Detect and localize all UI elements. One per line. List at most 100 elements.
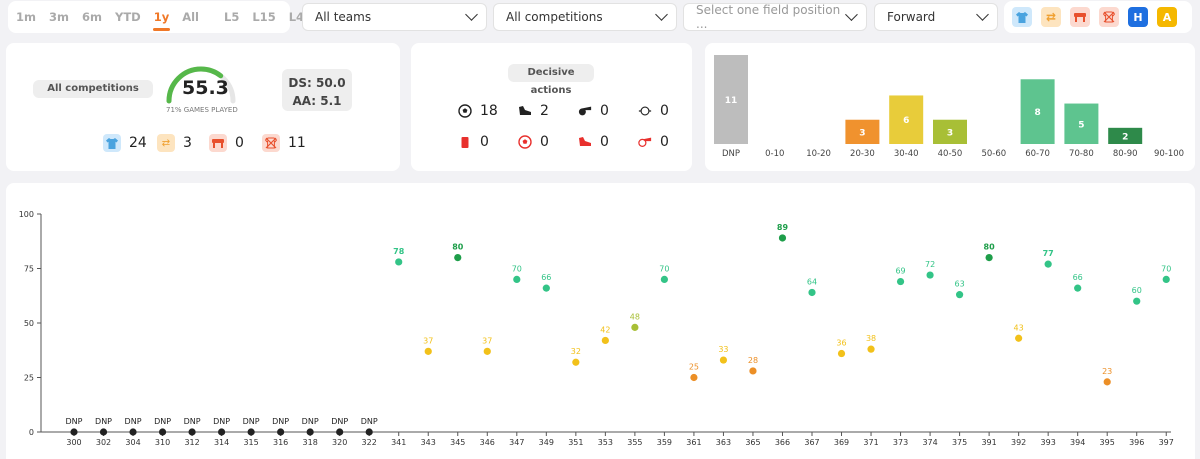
- x-tick-label: 322: [362, 438, 377, 447]
- field-position-placeholder: Select one field position ...: [696, 3, 841, 31]
- score-point-label: 37: [423, 336, 433, 345]
- x-tick-label: 345: [450, 438, 465, 447]
- score-point[interactable]: [690, 373, 698, 382]
- range-l5[interactable]: L5: [224, 10, 240, 24]
- shirt-icon[interactable]: [1012, 7, 1032, 27]
- score-point[interactable]: [572, 358, 580, 366]
- x-tick-label: 300: [66, 438, 81, 447]
- range-3m[interactable]: 3m: [49, 10, 69, 24]
- score-point[interactable]: [1103, 378, 1111, 386]
- dist-bar-70-80[interactable]: [1064, 103, 1099, 144]
- match-scores-card: 0 25 50 75 100 300 DNP 302 DNP 304 DNP 310 DNP 312 DNP…: [6, 183, 1195, 459]
- x-tick-label: 361: [686, 438, 701, 447]
- whistle-conceded-icon: [638, 135, 652, 149]
- score-point-label: 37: [482, 336, 492, 345]
- score-point[interactable]: [365, 428, 373, 436]
- chevron-down-icon: [465, 8, 478, 21]
- score-point[interactable]: [808, 288, 816, 297]
- score-point[interactable]: [660, 275, 669, 283]
- score-point[interactable]: [247, 428, 255, 436]
- bench-icon[interactable]: [1070, 7, 1090, 27]
- dist-category-label: 20-30: [850, 149, 875, 159]
- score-point[interactable]: [306, 428, 314, 436]
- score-point[interactable]: [99, 428, 108, 436]
- score-point[interactable]: [70, 428, 78, 436]
- score-point[interactable]: [129, 428, 137, 436]
- score-point-label: DNP: [361, 417, 378, 426]
- score-point-label: DNP: [331, 417, 348, 426]
- substitution-icon[interactable]: ⇄: [1041, 7, 1061, 27]
- x-tick-label: 318: [303, 438, 318, 447]
- dist-bar-60-70[interactable]: [1020, 79, 1055, 144]
- score-point[interactable]: [424, 347, 432, 355]
- score-point[interactable]: [454, 254, 462, 262]
- range-all[interactable]: All: [182, 10, 200, 24]
- not-played-icon[interactable]: [1099, 7, 1119, 27]
- dist-bar-80-90[interactable]: [1108, 127, 1143, 144]
- score-point[interactable]: [896, 277, 905, 286]
- range-1m[interactable]: 1m: [16, 10, 36, 24]
- dist-category-label: DNP: [722, 149, 740, 159]
- score-point[interactable]: [277, 428, 285, 436]
- decisive-actions-title: Decisive actions: [508, 64, 594, 96]
- score-point[interactable]: [1074, 284, 1082, 292]
- away-icon[interactable]: A: [1157, 7, 1177, 27]
- decisive-row-positive: 18 2 0 0: [458, 103, 669, 119]
- home-icon[interactable]: H: [1128, 7, 1148, 27]
- score-point[interactable]: [926, 271, 934, 279]
- score-point[interactable]: [542, 284, 550, 292]
- score-point-label: 32: [571, 347, 581, 356]
- score-point[interactable]: [188, 428, 196, 436]
- x-tick-label: 373: [893, 438, 908, 447]
- y-tick-label: 50: [24, 319, 34, 328]
- score-point[interactable]: [1015, 334, 1023, 342]
- range-ytd[interactable]: YTD: [115, 10, 141, 24]
- position-select[interactable]: Forward: [874, 3, 998, 31]
- dist-bar-30-40[interactable]: [889, 95, 924, 144]
- score-point[interactable]: [778, 234, 787, 242]
- not-played-icon: [262, 134, 280, 152]
- score-point-label: 80: [984, 243, 996, 252]
- range-l15[interactable]: L15: [252, 10, 276, 24]
- score-point[interactable]: [837, 349, 846, 358]
- score-point[interactable]: [395, 258, 403, 266]
- x-tick-label: 367: [804, 438, 819, 447]
- score-point[interactable]: [336, 428, 344, 436]
- x-tick-label: 341: [391, 438, 406, 447]
- score-point[interactable]: [483, 347, 491, 355]
- field-position-select[interactable]: Select one field position ...: [683, 3, 867, 31]
- dist-bar-DNP[interactable]: [714, 55, 748, 144]
- range-6m[interactable]: 6m: [82, 10, 102, 24]
- range-1y[interactable]: 1y: [152, 10, 170, 31]
- x-tick-label: 349: [539, 438, 554, 447]
- score-point[interactable]: [601, 336, 609, 345]
- teams-select[interactable]: All teams: [302, 3, 487, 31]
- score-point-label: DNP: [66, 417, 83, 426]
- score-point[interactable]: [1044, 260, 1052, 268]
- score-point[interactable]: [631, 323, 639, 331]
- x-tick-label: 391: [981, 438, 996, 447]
- x-tick-label: 310: [155, 438, 170, 447]
- score-point[interactable]: [985, 254, 993, 262]
- score-point-label: 63: [955, 280, 965, 289]
- score-point-label: 23: [1102, 367, 1112, 376]
- assists-value: 2: [540, 103, 549, 119]
- x-tick-label: 394: [1070, 438, 1085, 447]
- score-point[interactable]: [158, 428, 167, 436]
- score-point-label: 80: [452, 243, 464, 252]
- score-point[interactable]: [749, 367, 757, 375]
- score-point[interactable]: [1162, 275, 1170, 283]
- score-point[interactable]: [956, 291, 964, 299]
- y-tick-label: 75: [24, 265, 34, 274]
- score-point-label: 60: [1132, 286, 1142, 295]
- score-point[interactable]: [513, 275, 521, 283]
- score-point[interactable]: [1133, 297, 1141, 305]
- dist-bar-40-50[interactable]: [933, 119, 967, 144]
- score-point[interactable]: [218, 428, 226, 436]
- dist-bar-20-30[interactable]: [845, 119, 880, 144]
- competition-pill: All competitions: [33, 80, 153, 98]
- competitions-select[interactable]: All competitions: [493, 3, 677, 31]
- score-point-label: 38: [866, 334, 876, 343]
- score-point[interactable]: [867, 345, 875, 353]
- score-point[interactable]: [719, 356, 728, 364]
